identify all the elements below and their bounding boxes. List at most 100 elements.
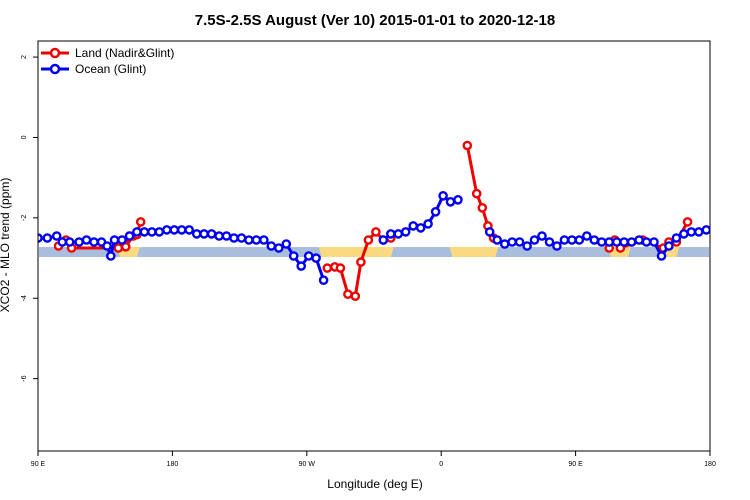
ocean-data-point [191, 229, 202, 239]
ocean-data-point [671, 233, 682, 243]
ocean-data-point [132, 227, 142, 237]
ocean-data-point [544, 237, 555, 247]
y-tick-label: -4 [21, 295, 28, 301]
x-tick-label: 90 E [31, 461, 46, 468]
ocean-data-point [318, 275, 329, 286]
ocean-data-point [42, 233, 53, 243]
ocean-data-point [438, 190, 448, 201]
ocean-data-point [567, 235, 577, 245]
legend: Land (Nadir&Glint) Ocean (Glint) [41, 46, 174, 76]
ocean-data-point [445, 196, 456, 207]
series-layer [38, 140, 710, 302]
ocean-data-point [552, 241, 562, 251]
ocean-data-point [611, 237, 622, 247]
ocean-data-point [229, 233, 239, 243]
x-axis-label: Longitude (deg E) [327, 477, 422, 491]
ocean-data-point [484, 227, 495, 237]
ocean-data-point [415, 223, 426, 233]
ocean-data-point [656, 251, 667, 261]
land-data-point [350, 291, 361, 302]
land-data-point [682, 217, 693, 227]
ocean-data-point [400, 227, 411, 237]
ocean-data-point [221, 231, 232, 241]
ocean-data-point [51, 231, 62, 241]
ocean-data-point [522, 241, 532, 251]
ocean-data-point [686, 227, 697, 237]
ocean-data-point [139, 227, 150, 237]
land-data-point [356, 257, 366, 267]
ocean-data-point [596, 237, 607, 247]
ocean-data-point [214, 231, 224, 241]
ocean-data-point [176, 225, 187, 235]
ocean-data-point [649, 237, 659, 247]
ocean-data-point [393, 229, 404, 239]
ocean-data-point [582, 231, 592, 241]
ocean-data-point [147, 227, 157, 237]
land-data-point [371, 227, 381, 237]
land-data-point [120, 241, 131, 252]
ocean-data-point [281, 239, 292, 249]
land-data-point [335, 263, 346, 273]
ocean-data-point [708, 226, 710, 233]
y-axis-label: XCO2 - MLO trend (ppm) [0, 178, 12, 313]
ocean-data-point [589, 235, 600, 245]
ocean-data-point [259, 235, 269, 245]
ocean-data-point [106, 251, 116, 261]
ocean-data-point [169, 225, 180, 235]
chart-title: 7.5S-2.5S August (Ver 10) 2015-01-01 to … [195, 12, 555, 29]
land-data-point [462, 140, 473, 151]
ocean-data-point [161, 225, 172, 235]
land-data-point [135, 217, 146, 227]
ocean-data-point [423, 219, 433, 229]
plot-frame [37, 40, 711, 452]
land-data-point [477, 202, 488, 213]
ocean-data-point [251, 235, 262, 245]
land-data-point [322, 263, 333, 273]
ocean-data-point [641, 237, 652, 247]
ocean-data-point [514, 237, 525, 247]
legend-ocean-marker [49, 63, 61, 75]
ocean-data-point [199, 229, 209, 239]
ocean-data-point [236, 233, 247, 243]
ocean-data-point [154, 227, 165, 237]
ocean-data-point [311, 253, 321, 263]
ocean-data-point [303, 251, 314, 261]
x-tick-label: 180 [704, 461, 716, 468]
ocean-data-point [296, 261, 307, 271]
y-tick-label: -6 [21, 375, 28, 381]
y-tick-label: 2 [21, 55, 28, 59]
ocean-data-point [408, 221, 419, 231]
ocean-data-point [244, 235, 254, 245]
ocean-data-point [559, 235, 570, 245]
ocean-data-point [266, 241, 277, 251]
ocean-data-point [492, 235, 503, 245]
legend-land-label: Land (Nadir&Glint) [75, 46, 174, 60]
land-data-point [471, 188, 482, 199]
ocean-data-point [701, 225, 710, 235]
series-group [38, 140, 710, 302]
ocean-data-point [89, 237, 99, 247]
x-tick-label: 90 E [568, 461, 583, 468]
legend-land-marker [49, 47, 61, 59]
legend-ocean-label: Ocean (Glint) [75, 62, 146, 76]
ocean-data-point [385, 229, 396, 239]
ocean-data-point [109, 235, 120, 245]
ocean-data-point [574, 235, 585, 245]
y-tick-label: 0 [21, 135, 28, 139]
ocean-data-point [626, 237, 637, 247]
ocean-data-point [288, 251, 299, 261]
ocean-data-point [453, 194, 463, 205]
x-tick-label: 0 [439, 461, 443, 468]
ocean-data-point [507, 237, 517, 247]
land-data-point [363, 235, 374, 245]
axis-ticks: 90 E 180 90 W 0 90 E 180 2 0 -2 -4 -6 [21, 55, 716, 468]
ocean-data-point [81, 235, 92, 245]
ocean-data-point [499, 239, 510, 249]
ocean-data-point [430, 206, 441, 217]
ocean-data-point [57, 237, 68, 247]
ocean-data-point [529, 235, 540, 245]
ocean-data-point [537, 231, 547, 241]
x-tick-label: 180 [167, 461, 179, 468]
y-tick-label: -2 [21, 215, 28, 221]
